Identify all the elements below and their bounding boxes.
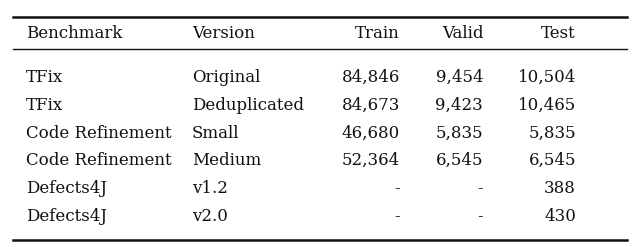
Text: TFix: TFix <box>26 97 63 114</box>
Text: 9,423: 9,423 <box>435 97 483 114</box>
Text: -: - <box>394 180 400 197</box>
Text: 6,545: 6,545 <box>436 152 483 169</box>
Text: -: - <box>394 208 400 225</box>
Text: 5,835: 5,835 <box>529 125 576 142</box>
Text: Benchmark: Benchmark <box>26 25 122 42</box>
Text: Test: Test <box>541 25 576 42</box>
Text: Medium: Medium <box>192 152 261 169</box>
Text: 10,465: 10,465 <box>518 97 576 114</box>
Text: 388: 388 <box>544 180 576 197</box>
Text: Defects4J: Defects4J <box>26 180 107 197</box>
Text: 9,454: 9,454 <box>436 69 483 86</box>
Text: TFix: TFix <box>26 69 63 86</box>
Text: Deduplicated: Deduplicated <box>192 97 304 114</box>
Text: Small: Small <box>192 125 239 142</box>
Text: Code Refinement: Code Refinement <box>26 125 172 142</box>
Text: v2.0: v2.0 <box>192 208 228 225</box>
Text: 84,673: 84,673 <box>342 97 400 114</box>
Text: 46,680: 46,680 <box>342 125 400 142</box>
Text: Defects4J: Defects4J <box>26 208 107 225</box>
Text: 6,545: 6,545 <box>529 152 576 169</box>
Text: Valid: Valid <box>442 25 483 42</box>
Text: -: - <box>477 208 483 225</box>
Text: 10,504: 10,504 <box>518 69 576 86</box>
Text: Train: Train <box>355 25 400 42</box>
Text: -: - <box>477 180 483 197</box>
Text: v1.2: v1.2 <box>192 180 228 197</box>
Text: 430: 430 <box>544 208 576 225</box>
Text: 5,835: 5,835 <box>436 125 483 142</box>
Text: Version: Version <box>192 25 255 42</box>
Text: Code Refinement: Code Refinement <box>26 152 172 169</box>
Text: Original: Original <box>192 69 260 86</box>
Text: 84,846: 84,846 <box>342 69 400 86</box>
Text: 52,364: 52,364 <box>342 152 400 169</box>
